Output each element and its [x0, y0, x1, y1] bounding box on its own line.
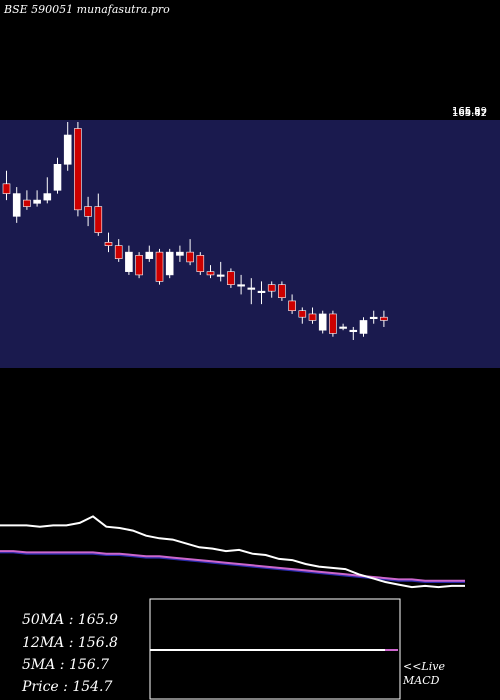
candle-body	[12, 193, 21, 217]
chart-title: BSE 590051 munafasutra.pro	[4, 3, 170, 16]
candle-body	[135, 255, 143, 276]
candle	[247, 278, 256, 305]
candle-body	[186, 251, 194, 263]
candle-body	[43, 193, 52, 201]
candle	[369, 310, 378, 324]
candle	[227, 268, 235, 288]
candle	[74, 122, 82, 217]
candle-body	[155, 251, 164, 282]
candle	[23, 190, 31, 210]
candle	[359, 317, 368, 337]
ma-line-slow	[0, 551, 465, 583]
candle-body	[349, 329, 358, 333]
candle-body	[114, 245, 123, 259]
candle-body	[94, 206, 103, 233]
candle	[63, 122, 72, 171]
candle-body	[278, 284, 286, 298]
candle-body	[33, 199, 41, 204]
candle-body	[257, 290, 266, 293]
ma50-readout: 50MA : 165.9	[22, 612, 118, 628]
candle-body	[380, 316, 388, 321]
candle	[43, 177, 52, 204]
candle-body	[227, 271, 235, 285]
candle-body	[165, 251, 174, 276]
candle	[216, 261, 225, 282]
candle	[84, 196, 92, 227]
candle-body	[247, 287, 256, 290]
candle-body	[318, 313, 327, 331]
macd-label: MACD	[403, 674, 440, 687]
candle-body	[23, 199, 31, 207]
candle-body	[339, 326, 347, 329]
candle-body	[216, 274, 225, 277]
candle	[165, 248, 174, 279]
candle	[237, 274, 245, 295]
candle-body	[53, 163, 62, 191]
candle	[267, 281, 276, 298]
price-line	[0, 515, 465, 589]
candle-body	[2, 183, 11, 194]
candle-body	[104, 242, 113, 246]
candle	[318, 310, 327, 334]
candle	[257, 281, 266, 305]
macd-live-label: <<Live	[403, 660, 445, 673]
candle	[104, 232, 113, 253]
candle-body	[288, 300, 296, 311]
candle	[114, 239, 123, 262]
candle-body	[308, 313, 317, 321]
candle-body	[359, 320, 368, 334]
candle-body	[298, 310, 307, 318]
candle	[288, 294, 296, 314]
ma-line	[0, 550, 465, 582]
candle	[308, 307, 317, 324]
candle-body	[63, 134, 72, 165]
price-tag: 164.62	[452, 108, 487, 119]
candle-body	[237, 284, 245, 287]
candle-body	[145, 251, 154, 259]
candle	[298, 307, 307, 324]
price-tag: 163.47	[452, 108, 487, 119]
candle	[329, 310, 337, 337]
candle	[155, 248, 164, 285]
candle	[186, 239, 194, 266]
price-readout: Price : 154.7	[22, 679, 113, 695]
candle	[53, 157, 62, 194]
candle	[206, 265, 215, 279]
candle	[94, 193, 103, 236]
candle-body	[84, 206, 92, 217]
candles-group	[2, 122, 388, 340]
candle-body	[329, 313, 337, 334]
candle	[2, 170, 11, 201]
candle	[196, 252, 205, 275]
ma12-readout: 12MA : 156.8	[22, 635, 118, 651]
candle	[135, 252, 143, 279]
candle	[145, 245, 154, 262]
candle-body	[267, 284, 276, 292]
indicator-lines-group	[0, 515, 465, 589]
candle	[380, 310, 388, 327]
candle	[176, 245, 184, 262]
candle	[349, 326, 358, 340]
ma5-readout: 5MA : 156.7	[22, 657, 110, 673]
candle	[278, 281, 286, 301]
candle-body	[369, 316, 378, 320]
macd-panel	[149, 598, 401, 700]
price-tag: 166.59	[452, 106, 487, 117]
candle	[12, 187, 21, 223]
candle-body	[125, 251, 133, 272]
candle	[125, 245, 133, 275]
candle-body	[196, 255, 205, 272]
price-panel	[0, 120, 500, 368]
candle	[33, 190, 41, 207]
candle-body	[176, 251, 184, 256]
candle	[339, 323, 347, 331]
price-tag: 165.9	[452, 106, 481, 117]
candle-body	[206, 271, 215, 276]
candle-body	[74, 128, 82, 211]
